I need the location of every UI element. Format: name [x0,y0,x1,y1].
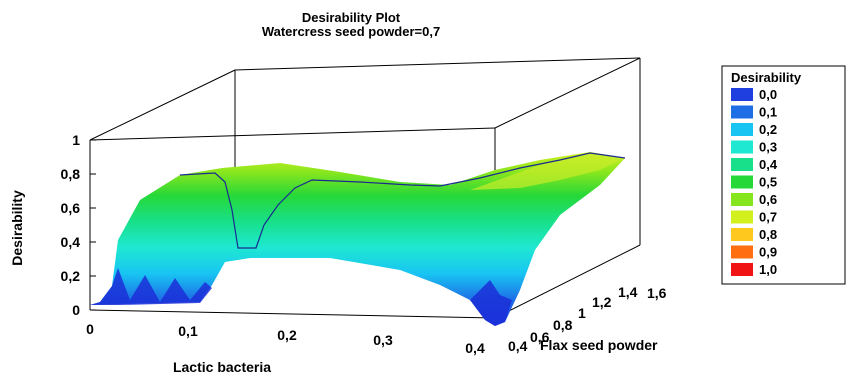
y-tick: 0,4 [508,338,528,354]
legend-label: 0,6 [759,192,777,207]
chart-subtitle: Watercress seed powder=0,7 [262,24,440,39]
legend-label: 0,4 [759,157,778,172]
legend-label: 0,3 [759,140,777,155]
legend-swatch [731,123,753,136]
z-axis-label: Desirability [9,190,25,266]
x-tick: 0,4 [465,340,485,356]
legend-swatch [731,158,753,171]
legend-label: 0,0 [759,87,777,102]
y-tick: 0,6 [530,329,550,345]
legend-swatch [731,228,753,241]
legend-swatch [731,245,753,259]
x-tick: 0,2 [277,327,297,343]
legend-label: 0,8 [759,227,777,242]
y-tick: 1 [578,305,586,321]
surface [90,152,626,326]
x-axis-label: Lactic bacteria [173,359,271,375]
x-tick: 0 [86,321,94,337]
z-tick: 0 [72,302,80,318]
legend-swatch [731,140,753,154]
chart-title: Desirability Plot [302,10,401,25]
surface-front-dark [90,268,212,305]
legend-swatch [731,105,753,119]
legend-title: Desirability [731,70,802,85]
legend-swatch [731,175,753,189]
legend-swatch [731,210,753,224]
surface-right-dark [470,280,512,326]
z-tick: 0,6 [61,200,81,216]
surface-highlight [470,152,625,190]
x-tick: 0,3 [373,332,393,348]
box-frame [89,57,641,319]
y-axis-label: Flax seed powder [540,337,658,353]
z-tick: 0,4 [61,234,81,250]
contour-line [179,152,626,249]
z-tick: 0,8 [61,166,81,182]
legend-swatch [731,88,753,101]
z-axis: 0 0,2 0,4 0,6 0,8 1 Desirability [9,132,96,318]
legend-label: 0,7 [759,210,777,225]
legend-label: 0,5 [759,175,777,190]
legend-items: 0,0 0,1 0,2 0,3 0,4 0,5 0,6 0,7 0,8 0,9 1,0 [731,87,778,277]
legend-swatch [731,193,753,206]
legend: Desirability 0,0 0,1 0,2 0,3 0,4 0,5 0,6 0,7 0,8… [721,65,846,285]
y-tick: 1,4 [618,284,638,300]
y-tick: 0,8 [553,317,573,333]
z-tick: 1 [72,132,80,148]
y-axis: 0,4 0,6 0,8 1 1,2 1,4 1,6 Flax seed powd… [508,284,667,354]
y-tick: 1,2 [592,294,612,310]
legend-label: 1,0 [759,262,777,277]
legend-label: 0,1 [759,105,777,120]
legend-swatch [731,263,753,276]
y-tick: 1,6 [647,285,667,301]
x-tick: 0,1 [178,323,198,339]
legend-label: 0,9 [759,245,777,260]
z-tick: 0,2 [61,268,81,284]
legend-label: 0,2 [759,122,777,137]
x-axis: 0 0,1 0,2 0,3 0,4 Lactic bacteria [86,321,485,375]
